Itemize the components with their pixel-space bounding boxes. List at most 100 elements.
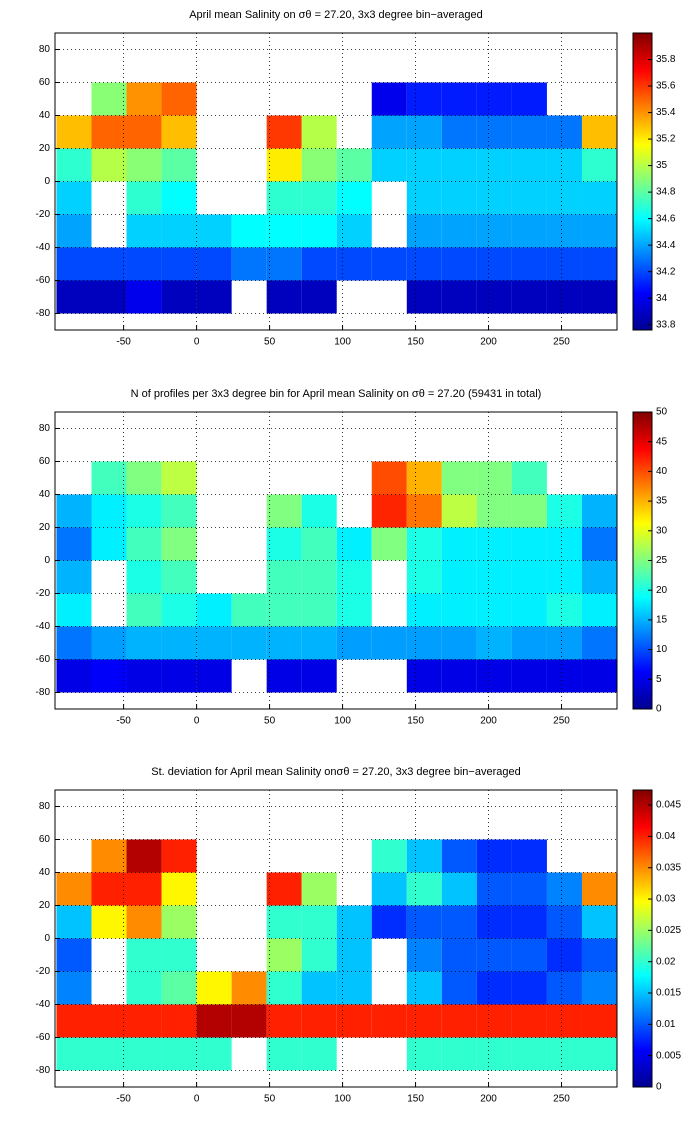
y-tick-label: 40 [39,110,51,121]
heat-cell [581,1037,617,1071]
colorbar-tick-label: 34.4 [656,240,676,251]
y-tick-label: 80 [39,44,51,55]
colorbar-tick-label: 15 [656,615,668,626]
heat-cell [196,280,232,314]
heat-cell [126,1004,162,1038]
x-tick-label: 200 [480,716,497,727]
heat-cell [476,148,512,182]
heat-cell [56,214,92,248]
heat-cell [126,905,162,939]
y-tick-label: 0 [44,176,50,187]
x-tick-label: 200 [480,1094,497,1105]
heat-cell [91,1004,127,1038]
colorbar-tick-label: 0.04 [656,831,676,842]
heat-cell [546,148,582,182]
heat-cell [126,839,162,873]
heat-cell [231,593,267,627]
colorbar-tick-label: 34.6 [656,213,676,224]
heat-cell [406,148,442,182]
heat-cell [406,560,442,594]
heat-cell [581,593,617,627]
heat-cell [266,148,302,182]
heat-cell [511,148,547,182]
heat-cell [511,82,547,116]
heat-cell [371,115,407,149]
heat-cell [371,839,407,873]
heat-cell [546,971,582,1005]
heat-cell [476,593,512,627]
heat-cell [441,494,477,528]
heat-cell [406,247,442,281]
colorbar-tick-label: 35.2 [656,134,676,145]
heat-cell [56,1037,92,1071]
heat-cell [196,659,232,693]
heat-cell [511,872,547,906]
heat-cell [91,527,127,561]
heat-cell [581,247,617,281]
heat-cell [126,181,162,215]
heat-cell [196,1004,232,1038]
heat-cell [441,280,477,314]
y-tick-label: -40 [36,621,51,632]
colorbar-tick-label: 30 [656,525,668,536]
heat-cell [336,626,372,660]
heat-cell [406,181,442,215]
heat-cell [476,214,512,248]
heat-cell [161,181,197,215]
heat-cell [266,872,302,906]
x-tick-label: 100 [334,716,351,727]
heat-cell [511,1037,547,1071]
colorbar-tick-label: 0.03 [656,894,676,905]
heat-cell [371,247,407,281]
heat-cell [406,82,442,116]
heat-cell [581,214,617,248]
heat-cell [266,593,302,627]
heat-cell [511,905,547,939]
heat-cell [546,659,582,693]
colorbar-tick-label: 25 [656,555,668,566]
heat-cell [511,560,547,594]
heat-cell [441,1037,477,1071]
colorbar-tick-label: 34.2 [656,266,676,277]
heat-cell [336,593,372,627]
heat-cell [581,494,617,528]
heat-cell [511,938,547,972]
heat-cell [301,527,337,561]
heat-cell [301,1037,337,1071]
colorbar [632,789,653,1088]
colorbar-tick-label: 0.025 [656,925,681,936]
heat-cell [231,626,267,660]
heat-cell [301,280,337,314]
heat-cell [546,905,582,939]
heat-cell [196,626,232,660]
heat-cell [441,527,477,561]
heat-cell [196,1037,232,1071]
heat-cell [371,626,407,660]
heat-cell [126,82,162,116]
heat-cell [476,839,512,873]
colorbar-tick-label: 0 [656,1082,662,1093]
heat-cell [476,1037,512,1071]
heat-cell [371,461,407,495]
heat-cell [91,280,127,314]
heat-cell [581,971,617,1005]
heat-cell [91,115,127,149]
heat-cell [196,971,232,1005]
heat-cell [581,527,617,561]
colorbar-tick-label: 35 [656,496,668,507]
x-tick-label: 250 [553,1094,570,1105]
heat-cell [511,461,547,495]
heat-cell [336,247,372,281]
heat-cell [336,971,372,1005]
heat-cell [581,872,617,906]
heat-cell [336,938,372,972]
y-tick-label: 20 [39,522,51,533]
heat-cell [161,1037,197,1071]
heat-cell [336,148,372,182]
x-tick-label: 150 [407,337,424,348]
colorbar-tick-label: 0.015 [656,988,681,999]
heat-cell [406,1004,442,1038]
heat-cell [511,214,547,248]
colorbar-tick-label: 35.8 [656,54,676,65]
